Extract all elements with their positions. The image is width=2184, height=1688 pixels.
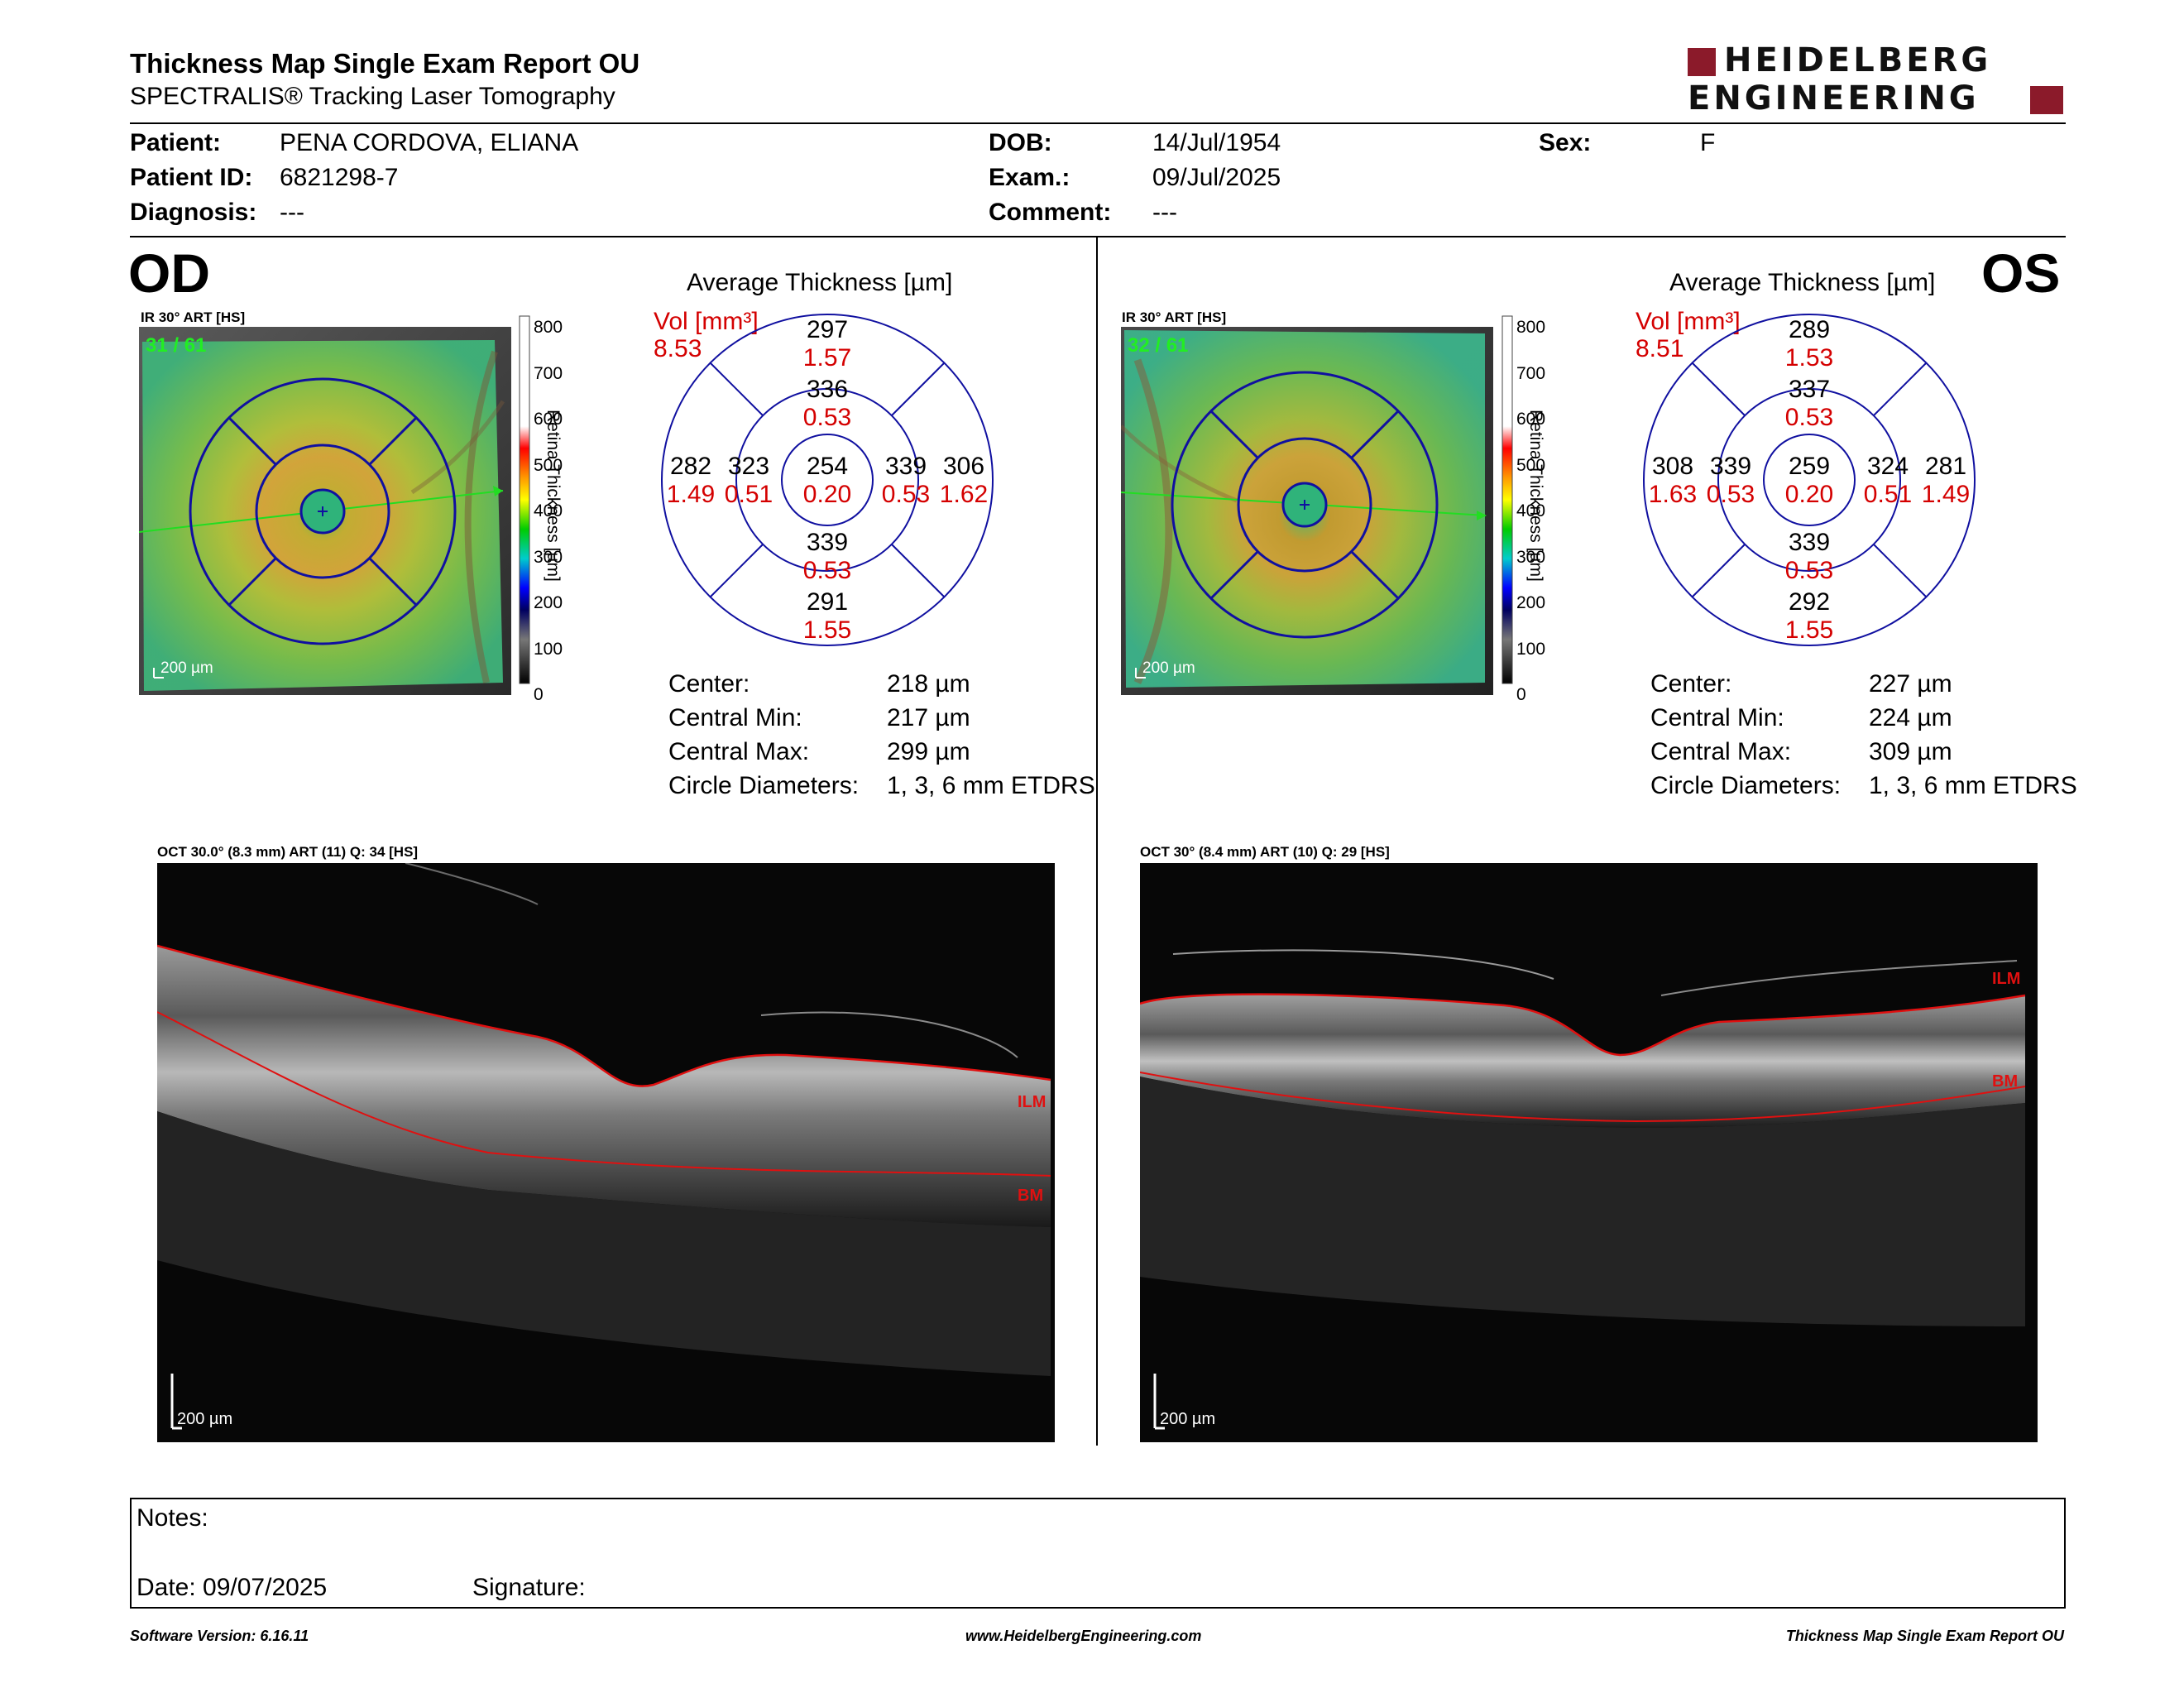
svg-text:0.53: 0.53 — [882, 481, 930, 508]
eye-label-od: OD — [128, 242, 210, 304]
date-label: Date: 09/07/2025 — [136, 1574, 328, 1601]
svg-text:0.20: 0.20 — [803, 481, 851, 508]
footer-report-title: Thickness Map Single Exam Report OU — [1785, 1628, 2064, 1644]
comment: --- — [1152, 199, 1177, 226]
svg-text:0.53: 0.53 — [803, 404, 851, 431]
svg-text:337: 337 — [1789, 376, 1830, 403]
svg-text:291: 291 — [807, 588, 848, 616]
software-version: Software Version: 6.16.11 — [130, 1628, 309, 1644]
frame-count-os: 32 / 61 — [1128, 334, 1188, 357]
svg-text:0.53: 0.53 — [1785, 557, 1833, 584]
svg-text:292: 292 — [1789, 588, 1830, 616]
bm-label-os: BM — [1992, 1072, 2018, 1091]
oct-scale-od: 200 µm — [177, 1410, 232, 1428]
svg-text:289: 289 — [1789, 316, 1830, 343]
svg-text:259: 259 — [1789, 453, 1830, 480]
svg-text:323: 323 — [728, 453, 769, 480]
bm-label-od: BM — [1018, 1187, 1043, 1205]
svg-text:0.20: 0.20 — [1785, 481, 1833, 508]
svg-text:0.51: 0.51 — [1864, 481, 1912, 508]
svg-text:336: 336 — [807, 376, 848, 403]
svg-text:339: 339 — [807, 529, 848, 556]
vol-label-od: Vol [mm³] — [654, 308, 759, 335]
scale-os: 200 µm — [1142, 659, 1195, 677]
vol-total-od: 8.53 — [654, 335, 702, 362]
dob: 14/Jul/1954 — [1152, 129, 1281, 156]
ir-caption-os: IR 30° ART [HS] — [1122, 309, 1227, 325]
svg-text:282: 282 — [670, 453, 711, 480]
ir-caption-od: IR 30° ART [HS] — [141, 309, 246, 325]
svg-text:324: 324 — [1867, 453, 1909, 480]
oct-caption-od: OCT 30.0° (8.3 mm) ART (11) Q: 34 [HS] — [157, 844, 419, 860]
ilm-label-od: ILM — [1018, 1093, 1046, 1111]
patient-id: 6821298-7 — [280, 164, 399, 191]
svg-text:1.63: 1.63 — [1649, 481, 1697, 508]
etdrs-grid-os: 289 1.53 337 0.53 308 1.63 339 0.53 259 … — [1643, 314, 1976, 646]
diagnosis: --- — [280, 199, 304, 226]
svg-text:1.55: 1.55 — [1785, 616, 1833, 644]
svg-text:1.62: 1.62 — [940, 481, 988, 508]
svg-text:281: 281 — [1925, 453, 1966, 480]
svg-text:0.53: 0.53 — [1707, 481, 1755, 508]
patient-name: PENA CORDOVA, ELIANA — [280, 129, 579, 156]
report-title: Thickness Map Single Exam Report OU — [130, 48, 640, 79]
website-link[interactable]: www.HeidelbergEngineering.com — [965, 1628, 1202, 1644]
avg-title-od: Average Thickness [µm] — [687, 269, 953, 296]
ir-thickness-map-os: 32 / 61 200 µm — [1121, 327, 1493, 695]
svg-text:254: 254 — [807, 453, 848, 480]
svg-text:297: 297 — [807, 316, 848, 343]
notes-box[interactable]: Notes: Date: 09/07/2025 Signature: — [130, 1498, 2066, 1609]
oct-caption-os: OCT 30° (8.4 mm) ART (10) Q: 29 [HS] — [1140, 844, 1390, 860]
eye-divider — [1096, 237, 1098, 1446]
exam-date: 09/Jul/2025 — [1152, 164, 1281, 191]
vol-total-os: 8.51 — [1636, 335, 1684, 362]
report-subtitle: SPECTRALIS® Tracking Laser Tomography — [130, 83, 615, 110]
oct-bscan-od: ILM BM 200 µm — [157, 863, 1055, 1442]
etdrs-grid-od: 297 1.57 336 0.53 282 1.49 323 0.51 254 … — [661, 314, 994, 646]
svg-text:339: 339 — [885, 453, 927, 480]
notes-label: Notes: — [136, 1504, 208, 1532]
avg-title-os: Average Thickness [µm] — [1669, 269, 1936, 296]
vol-label-os: Vol [mm³] — [1636, 308, 1741, 335]
svg-text:1.55: 1.55 — [803, 616, 851, 644]
svg-text:339: 339 — [1789, 529, 1830, 556]
svg-text:0.53: 0.53 — [803, 557, 851, 584]
svg-text:308: 308 — [1652, 453, 1693, 480]
svg-text:1.49: 1.49 — [1922, 481, 1970, 508]
svg-text:1.53: 1.53 — [1785, 344, 1833, 372]
frame-count-od: 31 / 61 — [146, 334, 206, 357]
ilm-label-os: ILM — [1992, 970, 2020, 988]
signature-label: Signature: — [472, 1574, 586, 1601]
sex: F — [1700, 129, 1716, 156]
oct-scale-os: 200 µm — [1160, 1410, 1215, 1428]
oct-bscan-os: ILM BM 200 µm — [1140, 863, 2038, 1442]
scale-od: 200 µm — [160, 659, 213, 677]
svg-text:0.53: 0.53 — [1785, 404, 1833, 431]
svg-text:0.51: 0.51 — [725, 481, 773, 508]
ir-thickness-map-od: 31 / 61 200 µm — [139, 327, 511, 695]
svg-text:1.49: 1.49 — [667, 481, 715, 508]
eye-label-os: OS — [1981, 242, 2061, 304]
svg-text:306: 306 — [943, 453, 984, 480]
svg-text:1.57: 1.57 — [803, 344, 851, 372]
svg-text:339: 339 — [1710, 453, 1751, 480]
